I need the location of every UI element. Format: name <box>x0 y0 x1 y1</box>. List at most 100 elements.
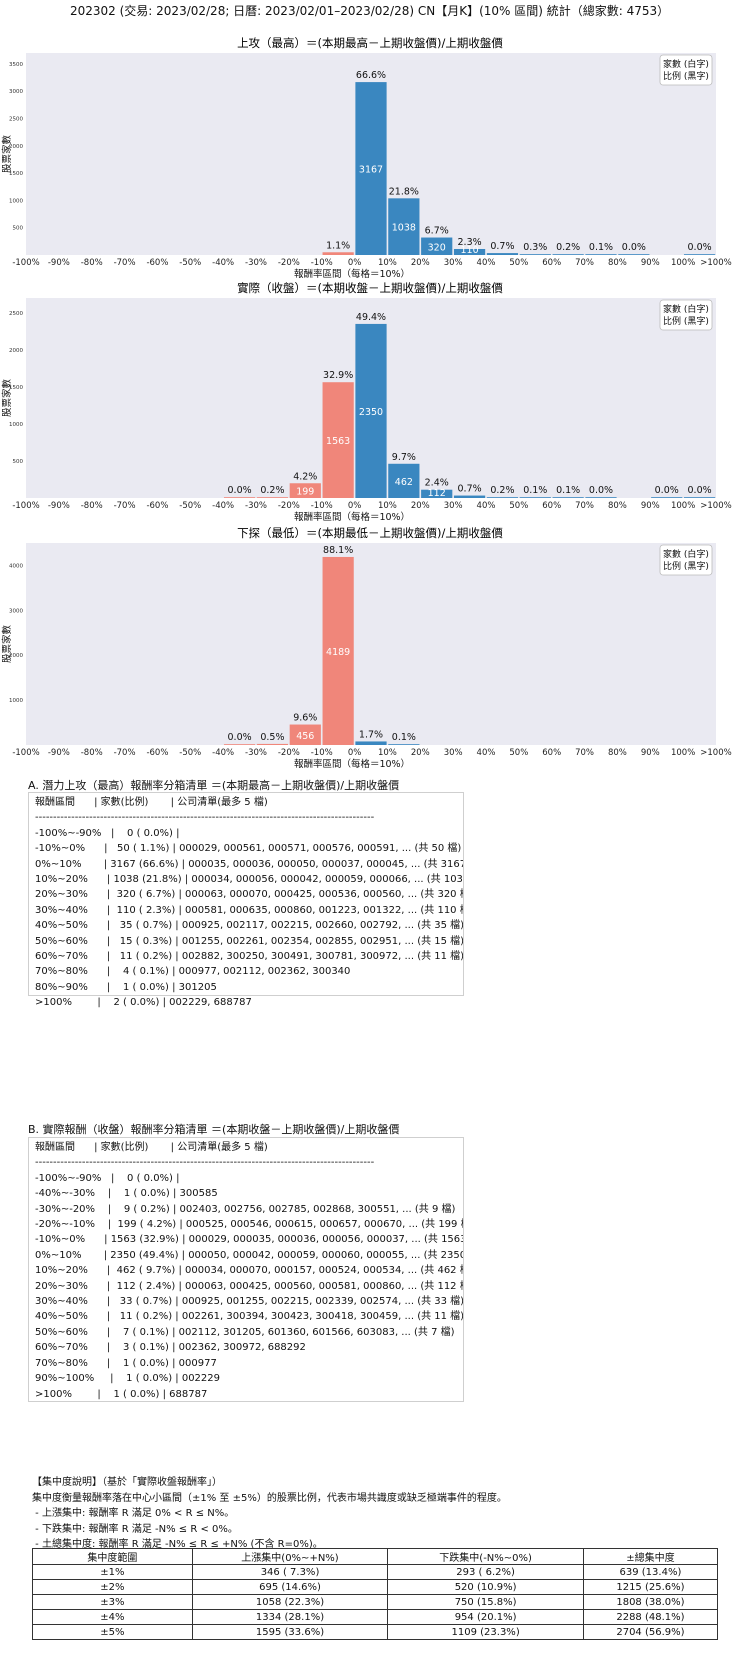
list-row: 80%~90% | 1 ( 0.0%) | 301205 <box>35 981 217 993</box>
bar-count-label: 320 <box>428 242 446 253</box>
table-cell: 1215 (25.6%) <box>582 1579 719 1595</box>
bar-percent-label: 6.7% <box>425 226 449 237</box>
bar-count-label: 199 <box>296 487 314 498</box>
x-axis-label: 報酬率區間（每格＝10%） <box>294 511 410 523</box>
bar <box>552 254 584 255</box>
y-tick-label: 1500 <box>9 385 23 391</box>
bar-count-label: 2350 <box>359 407 383 418</box>
bar-percent-label: 66.6% <box>356 70 386 81</box>
bar <box>223 497 256 498</box>
x-tick-label: 90% <box>641 501 660 511</box>
x-tick-label: 90% <box>641 258 660 268</box>
bar <box>519 497 551 498</box>
bar-percent-label: 0.1% <box>589 242 613 253</box>
list-row: 20%~30% | 320 ( 6.7%) | 000063, 000070, … <box>35 889 463 901</box>
list-row: 60%~70% | 11 ( 0.2%) | 002882, 300250, 3… <box>35 951 463 963</box>
list-row: >100% | 1 ( 0.0%) | 688787 <box>35 1388 208 1400</box>
chart-title: 下探（最低）＝(本期最低－上期收盤價)/上期收盤價 <box>237 526 503 540</box>
bar-percent-label: 4.2% <box>293 471 317 482</box>
x-tick-label: -50% <box>179 501 201 511</box>
x-tick-label: 60% <box>542 748 561 758</box>
table-row: ±5% 1595 (33.6%) 1109 (23.3%) 2704 (56.9%) <box>32 1624 719 1640</box>
list-a-header: 報酬區間 | 家數(比例) | 公司清單(最多 5 檔) <box>35 797 268 808</box>
table-header-cell: 下跌集中(-N%~0%) <box>387 1548 584 1565</box>
x-tick-label: 80% <box>608 501 627 511</box>
x-tick-label: -100% <box>12 501 39 511</box>
bar <box>355 323 387 498</box>
x-tick-label: -10% <box>311 258 333 268</box>
legend: 家數 (白字)比例 (黑字) <box>659 54 713 86</box>
x-tick-label: >100% <box>700 748 731 758</box>
list-row: 90%~100% | 1 ( 0.0%) | 002229 <box>35 1373 220 1385</box>
list-row: 40%~50% | 11 ( 0.2%) | 002261, 300394, 3… <box>35 1311 463 1323</box>
bar-percent-label: 0.2% <box>260 485 284 496</box>
note-line: - 土總集中度: 報酬率 R 滿足 -N% ≤ R ≤ +N% (不含 R=0%… <box>32 1539 323 1550</box>
y-axis-label: 股票家數 <box>1 625 13 664</box>
bar-percent-label: 0.5% <box>260 732 284 743</box>
bar-percent-label: 0.1% <box>392 732 416 743</box>
legend-entry: 比例 (黑字) <box>663 560 709 572</box>
x-tick-label: -50% <box>179 748 201 758</box>
y-tick-label: 2000 <box>9 348 23 354</box>
bar-percent-label: 1.7% <box>359 729 383 740</box>
bar-percent-label: 0.0% <box>228 485 252 496</box>
bar <box>683 497 716 498</box>
legend: 家數 (白字)比例 (黑字) <box>659 299 713 331</box>
table-cell: ±3% <box>32 1594 193 1610</box>
x-tick-label: 30% <box>444 748 463 758</box>
x-tick-label: 80% <box>608 748 627 758</box>
bar <box>519 254 551 255</box>
x-tick-label: -30% <box>245 501 267 511</box>
x-tick-label: -20% <box>278 258 300 268</box>
list-a-title: A. 潛力上攻（最高）報酬率分箱清單 ＝(本期最高－上期收盤價)/上期收盤價 <box>28 779 400 792</box>
bar-count-label: 456 <box>296 731 314 742</box>
x-tick-label: 0% <box>348 748 362 758</box>
note-line: - 上漲集中: 報酬率 R 滿足 0% < R ≤ N%。 <box>32 1508 235 1519</box>
y-tick-label: 500 <box>13 226 24 232</box>
bar <box>289 724 321 745</box>
bar-percent-label: 0.0% <box>228 732 252 743</box>
x-tick-label: 0% <box>348 501 362 511</box>
table-cell: 695 (14.6%) <box>191 1579 389 1595</box>
table-header-cell: 上漲集中(0%~+N%) <box>191 1548 389 1565</box>
chart-title: 實際（收盤）＝(本期收盤－上期收盤價)/上期收盤價 <box>237 281 503 295</box>
x-tick-label: -20% <box>278 501 300 511</box>
bar <box>683 254 716 255</box>
note-line: 【集中度說明】（基於「實際收盤報酬率」） <box>32 1477 222 1488</box>
y-tick-label: 3500 <box>9 62 23 68</box>
bar-percent-label: 0.0% <box>688 242 712 253</box>
bar <box>388 198 420 255</box>
table-cell: 639 (13.4%) <box>582 1564 719 1580</box>
legend: 家數 (白字)比例 (黑字) <box>659 544 713 576</box>
list-row: -20%~-10% | 199 ( 4.2%) | 000525, 000546… <box>35 1219 463 1231</box>
list-row: 0%~10% | 3167 (66.6%) | 000035, 000036, … <box>35 858 463 870</box>
table-cell: 2288 (48.1%) <box>582 1609 719 1625</box>
bar <box>585 254 617 255</box>
bar-count-label: 110 <box>461 245 479 256</box>
x-tick-label: 70% <box>575 748 594 758</box>
x-tick-label: -70% <box>114 748 136 758</box>
bar <box>421 489 453 498</box>
y-tick-label: 3000 <box>9 608 23 614</box>
bar-percent-label: 0.2% <box>556 242 580 253</box>
bar <box>651 497 683 498</box>
list-row: 50%~60% | 7 ( 0.1%) | 002112, 301205, 60… <box>35 1326 455 1338</box>
x-tick-label: 60% <box>542 501 561 511</box>
bar-percent-label: 21.8% <box>389 186 419 197</box>
table-cell: ±5% <box>32 1624 193 1640</box>
bar-percent-label: 49.4% <box>356 312 386 323</box>
x-tick-label: 50% <box>509 748 528 758</box>
y-tick-label: 3000 <box>9 89 23 95</box>
x-tick-label: -10% <box>311 501 333 511</box>
x-tick-label: -40% <box>212 258 234 268</box>
table-cell: 346 ( 7.3%) <box>191 1564 389 1580</box>
x-tick-label: -90% <box>48 748 70 758</box>
list-row: >100% | 2 ( 0.0%) | 002229, 688787 <box>35 997 252 1009</box>
x-tick-label: -100% <box>12 258 39 268</box>
bar-percent-label: 32.9% <box>323 370 353 381</box>
x-axis-label: 報酬率區間（每格＝10%） <box>294 268 410 280</box>
bar-count-label: 4189 <box>326 647 350 658</box>
y-tick-label: 2500 <box>9 311 23 317</box>
table-row: ±1% 346 ( 7.3%) 293 ( 6.2%) 639 (13.4%) <box>32 1564 719 1580</box>
x-tick-label: 50% <box>509 258 528 268</box>
